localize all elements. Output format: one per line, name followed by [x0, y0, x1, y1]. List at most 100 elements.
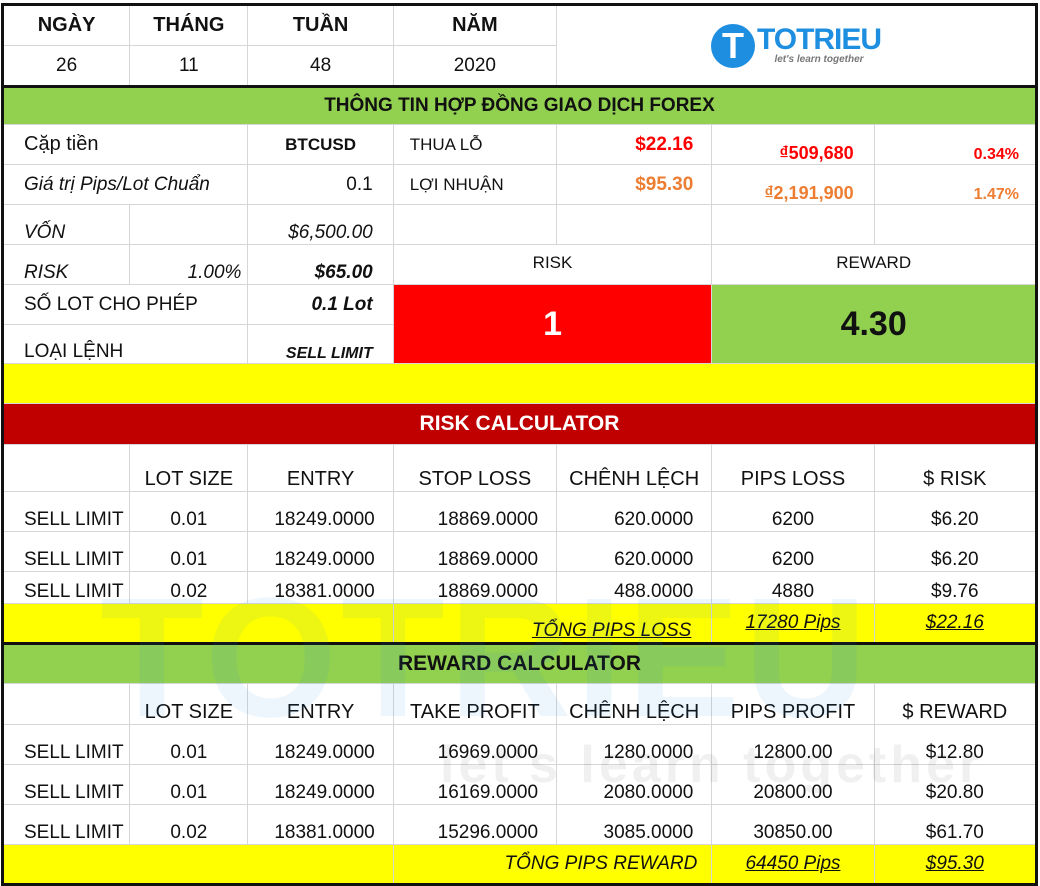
empty-cell [556, 204, 713, 245]
yellow-spacer [2, 363, 1037, 404]
table-cell[interactable]: 0.01 [129, 764, 249, 805]
table-cell[interactable]: 18381.0000 [247, 804, 394, 845]
column-header: $ RISK [873, 444, 1038, 492]
lot-label: SỐ LOT CHO PHÉP [1, 284, 249, 325]
capital-value[interactable]: $6,500.00 [247, 204, 394, 245]
order-type-label: LOẠI LỆNH [1, 324, 249, 364]
lot-value: 0.1 Lot [247, 284, 394, 325]
table-row: SELL LIMIT 0.01 18249.0000 18869.0000 620.00… [1, 491, 1038, 532]
table-cell[interactable]: 18869.0000 [392, 491, 558, 532]
day-value[interactable]: 26 [1, 45, 131, 87]
table-cell[interactable]: 0.02 [129, 571, 249, 604]
profit-usd: $95.30 [556, 164, 713, 205]
table-cell[interactable]: 16169.0000 [392, 764, 558, 805]
table-cell: $20.80 [873, 764, 1038, 805]
column-header: $ REWARD [873, 683, 1038, 725]
table-cell[interactable]: SELL LIMIT [1, 491, 131, 532]
table-cell: $6.20 [873, 531, 1038, 572]
logo-t-icon: T [710, 23, 755, 68]
risk-total-pips: 17280 Pips [711, 603, 875, 644]
table-cell: 488.0000 [556, 571, 713, 604]
risk-percent[interactable]: 1.00% [129, 244, 249, 285]
reward-calculator-title: REWARD CALCULATOR [2, 643, 1037, 684]
logo: T TOTRIEU let's learn together [556, 4, 1037, 88]
table-cell: 620.0000 [556, 491, 713, 532]
reward-total-pips: 64450 Pips [711, 844, 875, 885]
empty-cell [392, 204, 558, 245]
reward-total-usd: $95.30 [873, 844, 1038, 885]
week-value[interactable]: 48 [247, 45, 394, 87]
table-cell[interactable]: SELL LIMIT [1, 571, 131, 604]
order-type-value[interactable]: SELL LIMIT [247, 324, 394, 364]
table-cell: 1280.0000 [556, 724, 713, 765]
table-cell[interactable]: 18249.0000 [247, 531, 394, 572]
table-cell: 620.0000 [556, 531, 713, 572]
table-cell[interactable]: 0.01 [129, 531, 249, 572]
table-cell[interactable]: 0.02 [129, 804, 249, 845]
table-cell: $6.20 [873, 491, 1038, 532]
rr-reward-label: REWARD [711, 244, 1037, 285]
column-header [1, 683, 131, 725]
table-cell: $61.70 [873, 804, 1038, 845]
table-cell[interactable]: 18249.0000 [247, 764, 394, 805]
pair-label: Cặp tiền [1, 124, 249, 165]
reward-total-label: TỔNG PIPS REWARD [392, 844, 713, 885]
table-cell: 4880 [711, 571, 875, 604]
profit-percent: 1.47% [873, 164, 1038, 205]
table-row: SELL LIMIT 0.02 18381.0000 15296.0000 3085.0… [1, 804, 1038, 845]
table-cell[interactable]: 15296.0000 [392, 804, 558, 845]
table-row: SELL LIMIT 0.01 18249.0000 18869.0000 620.00… [1, 531, 1038, 572]
table-cell[interactable]: 0.01 [129, 491, 249, 532]
table-cell: 6200 [711, 531, 875, 572]
empty-cell [2, 844, 394, 885]
table-cell[interactable]: 18249.0000 [247, 491, 394, 532]
table-cell[interactable]: SELL LIMIT [1, 531, 131, 572]
risk-label: RISK [1, 244, 131, 285]
table-cell[interactable]: 0.01 [129, 724, 249, 765]
year-value[interactable]: 2020 [392, 45, 558, 87]
column-header: PIPS LOSS [711, 444, 875, 492]
profit-label: LỢI NHUẬN [392, 164, 558, 205]
table-cell: 30850.00 [711, 804, 875, 845]
risk-value: $65.00 [247, 244, 394, 285]
table-cell[interactable]: 18869.0000 [392, 531, 558, 572]
month-value[interactable]: 11 [129, 45, 249, 87]
table-row: SELL LIMIT 0.01 18249.0000 16969.0000 1280.0… [1, 724, 1038, 765]
column-header: PIPS PROFIT [711, 683, 875, 725]
table-cell: $12.80 [873, 724, 1038, 765]
column-header: LOT SIZE [129, 683, 249, 725]
column-header: CHÊNH LỆCH [556, 683, 713, 725]
table-cell[interactable]: 18249.0000 [247, 724, 394, 765]
loss-percent: 0.34% [873, 124, 1038, 165]
empty-cell [129, 204, 249, 245]
table-cell: 20800.00 [711, 764, 875, 805]
table-cell[interactable]: 16969.0000 [392, 724, 558, 765]
column-header [1, 444, 131, 492]
column-header: ENTRY [247, 683, 394, 725]
loss-vnd: ₫509,680 [711, 124, 875, 165]
week-label: TUẦN [247, 4, 394, 46]
table-cell: 3085.0000 [556, 804, 713, 845]
table-cell[interactable]: SELL LIMIT [1, 724, 131, 765]
risk-calculator-title: RISK CALCULATOR [2, 403, 1037, 445]
column-header: CHÊNH LỆCH [556, 444, 713, 492]
empty-cell [711, 204, 875, 245]
table-cell[interactable]: 18381.0000 [247, 571, 394, 604]
rr-risk-value: 1 [392, 284, 713, 364]
table-row: SELL LIMIT 0.01 18249.0000 16169.0000 2080.0… [1, 764, 1038, 805]
loss-usd: $22.16 [556, 124, 713, 165]
table-cell: 12800.00 [711, 724, 875, 765]
table-cell[interactable]: SELL LIMIT [1, 804, 131, 845]
rr-reward-value: 4.30 [711, 284, 1037, 364]
column-header: TAKE PROFIT [392, 683, 558, 725]
month-label: THÁNG [129, 4, 249, 46]
profit-vnd: ₫2,191,900 [711, 164, 875, 205]
empty-cell [873, 204, 1038, 245]
pip-value-label: Giá trị Pips/Lot Chuẩn [1, 164, 249, 205]
table-cell[interactable]: SELL LIMIT [1, 764, 131, 805]
risk-total-usd: $22.16 [873, 603, 1038, 644]
day-label: NGÀY [1, 4, 131, 46]
pip-value[interactable]: 0.1 [247, 164, 394, 205]
pair-value[interactable]: BTCUSD [247, 124, 394, 165]
table-cell[interactable]: 18869.0000 [392, 571, 558, 604]
